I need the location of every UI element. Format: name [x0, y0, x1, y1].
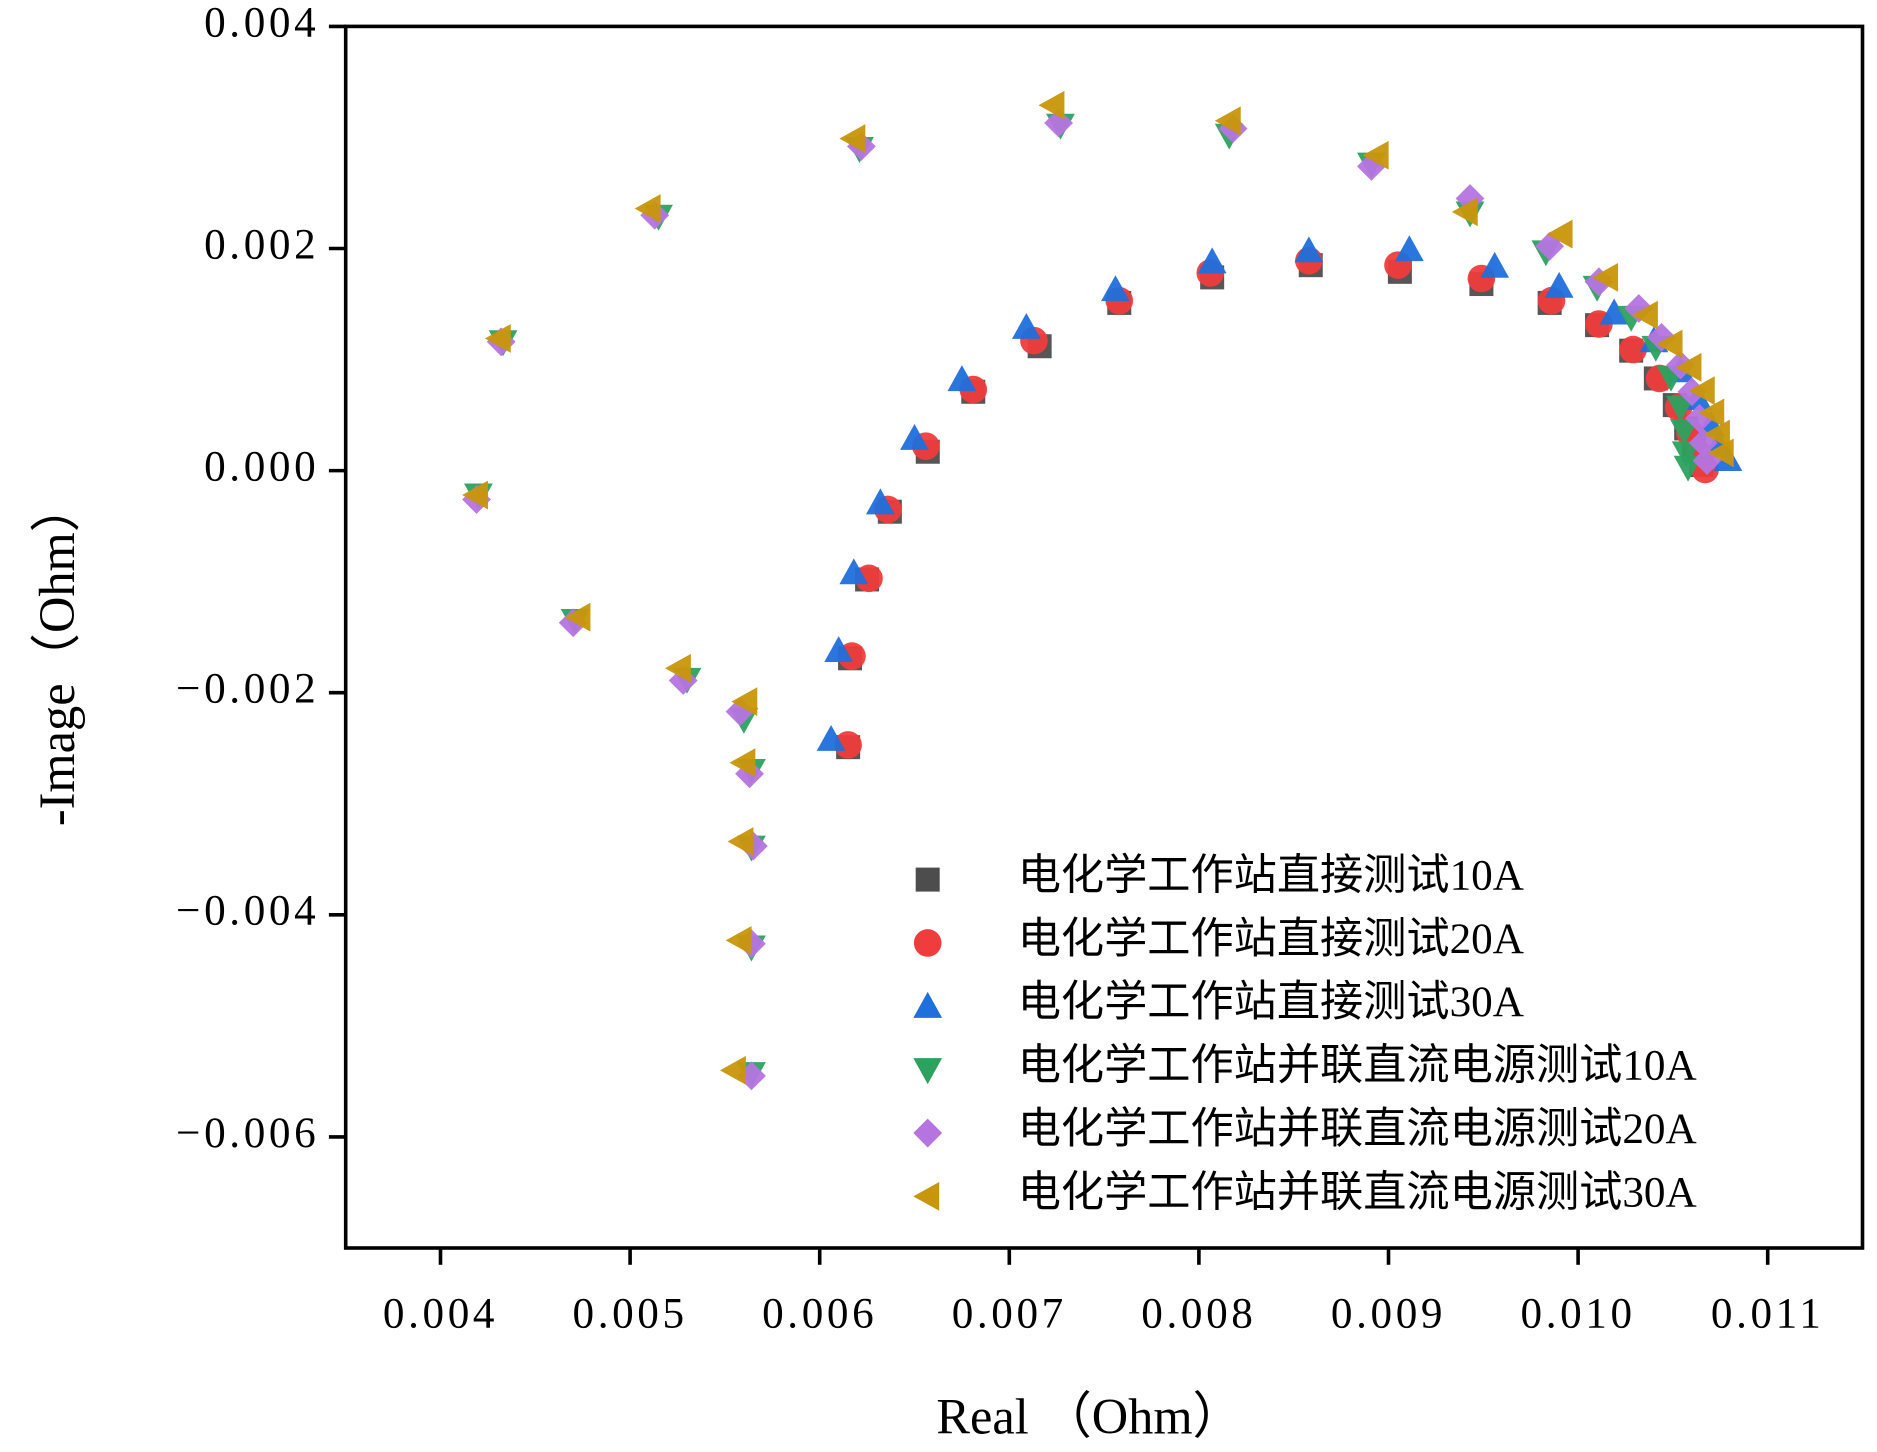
x-tick-label: 0.011	[1711, 1291, 1825, 1338]
marker-triangle-down	[1669, 419, 1699, 446]
marker-triangle-up	[816, 724, 846, 751]
marker-triangle-up	[1197, 247, 1227, 274]
marker-triangle-left	[913, 1182, 940, 1211]
marker-triangle-left	[1592, 262, 1619, 292]
legend-label: 电化学工作站直接测试30A	[1018, 978, 1524, 1026]
marker-triangle-left	[462, 480, 489, 510]
legend-label: 电化学工作站直接测试10A	[1018, 852, 1524, 900]
x-tick-label: 0.008	[1141, 1291, 1256, 1338]
marker-triangle-left	[484, 324, 511, 353]
marker-diamond	[1044, 108, 1073, 138]
marker-triangle-left	[725, 925, 752, 955]
marker-triangle-up	[865, 488, 895, 515]
marker-triangle-left	[719, 1055, 746, 1085]
marker-circle	[834, 731, 862, 759]
legend-label: 电化学工作站直接测试20A	[1018, 915, 1524, 963]
y-tick-label: −0.004	[176, 888, 319, 935]
marker-circle	[1619, 335, 1647, 364]
y-tick-label: −0.006	[176, 1110, 319, 1157]
marker-triangle-up	[839, 558, 869, 585]
marker-circle	[855, 564, 883, 593]
marker-triangle-left	[729, 748, 756, 778]
y-tick-label: −0.002	[176, 666, 319, 713]
x-axis-title: Real （Ohm）	[936, 1389, 1243, 1445]
marker-diamond	[913, 1118, 943, 1148]
marker-triangle-up	[913, 991, 943, 1018]
marker-square	[915, 867, 940, 892]
marker-triangle-up	[900, 424, 929, 450]
marker-triangle-down	[913, 1058, 943, 1085]
marker-triangle-left	[1451, 197, 1478, 227]
x-tick-label: 0.004	[383, 1291, 498, 1338]
marker-triangle-up	[1101, 275, 1130, 302]
marker-triangle-up	[1011, 312, 1041, 339]
marker-triangle-up	[824, 636, 854, 663]
x-tick-label: 0.009	[1331, 1291, 1446, 1338]
marker-circle	[913, 929, 942, 957]
marker-triangle-left	[1704, 419, 1730, 449]
marker-triangle-left	[1698, 398, 1725, 428]
marker-triangle-left	[1631, 300, 1658, 330]
x-tick-label: 0.006	[762, 1291, 877, 1338]
legend-label: 电化学工作站并联直流电源测试20A	[1018, 1105, 1697, 1153]
marker-triangle-down	[1666, 395, 1695, 422]
legend-label: 电化学工作站并联直流电源测试30A	[1018, 1168, 1697, 1216]
x-tick-label: 0.010	[1521, 1291, 1636, 1338]
marker-triangle-down	[1671, 441, 1701, 468]
marker-triangle-left	[1688, 376, 1715, 406]
y-tick-label: 0.002	[204, 221, 319, 268]
marker-triangle-up	[1544, 271, 1574, 298]
marker-triangle-up	[1394, 235, 1424, 262]
marker-triangle-up	[947, 365, 977, 392]
legend-label: 电化学工作站并联直流电源测试10A	[1018, 1042, 1697, 1090]
marker-triangle-left	[1362, 140, 1389, 170]
marker-triangle-left	[1038, 90, 1065, 120]
marker-triangle-left	[1214, 106, 1241, 136]
x-tick-label: 0.007	[952, 1291, 1067, 1338]
marker-triangle-left	[1546, 219, 1573, 249]
x-tick-label: 0.005	[573, 1291, 688, 1338]
marker-triangle-left	[839, 124, 866, 153]
marker-triangle-left	[664, 653, 691, 683]
marker-triangle-up	[1480, 251, 1510, 278]
marker-triangle-up	[1599, 298, 1629, 325]
marker-triangle-up	[1294, 236, 1324, 263]
marker-triangle-left	[1656, 329, 1683, 359]
y-tick-label: 0.004	[204, 0, 319, 46]
marker-triangle-left	[731, 687, 758, 717]
plot-frame	[343, 24, 1865, 1250]
y-tick-label: 0.000	[204, 444, 319, 491]
marker-triangle-left	[1707, 438, 1734, 468]
marker-triangle-left	[634, 194, 661, 223]
marker-triangle-left	[1675, 352, 1702, 382]
marker-triangle-left	[727, 827, 754, 856]
marker-triangle-left	[564, 602, 591, 632]
y-axis-title: -Image（Ohm）	[29, 482, 85, 826]
